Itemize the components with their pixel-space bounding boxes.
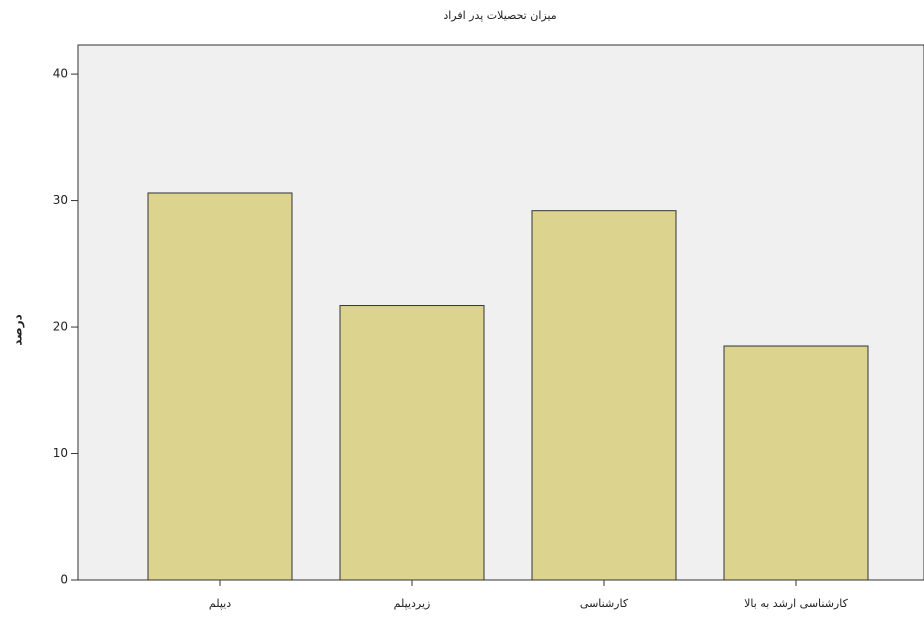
y-tick-label: 40 [53,67,68,81]
y-tick-label: 20 [53,320,68,334]
bar [339,305,485,581]
x-tick-label: زیردیپلم [394,597,431,610]
x-tick-label: کارشناسی ارشد به بالا [744,597,848,610]
bar [147,192,293,581]
y-tick-label: 10 [53,446,68,460]
y-tick-label: 0 [60,573,68,587]
bar [723,345,869,581]
bar [531,210,677,581]
x-tick-label: کارشناسی [580,597,629,610]
chart-title: میزان تحصیلات پدر افراد [443,9,556,22]
x-tick-label: دیپلم [209,597,231,610]
y-tick-label: 30 [53,193,68,207]
y-axis-label: درصد [11,314,25,346]
